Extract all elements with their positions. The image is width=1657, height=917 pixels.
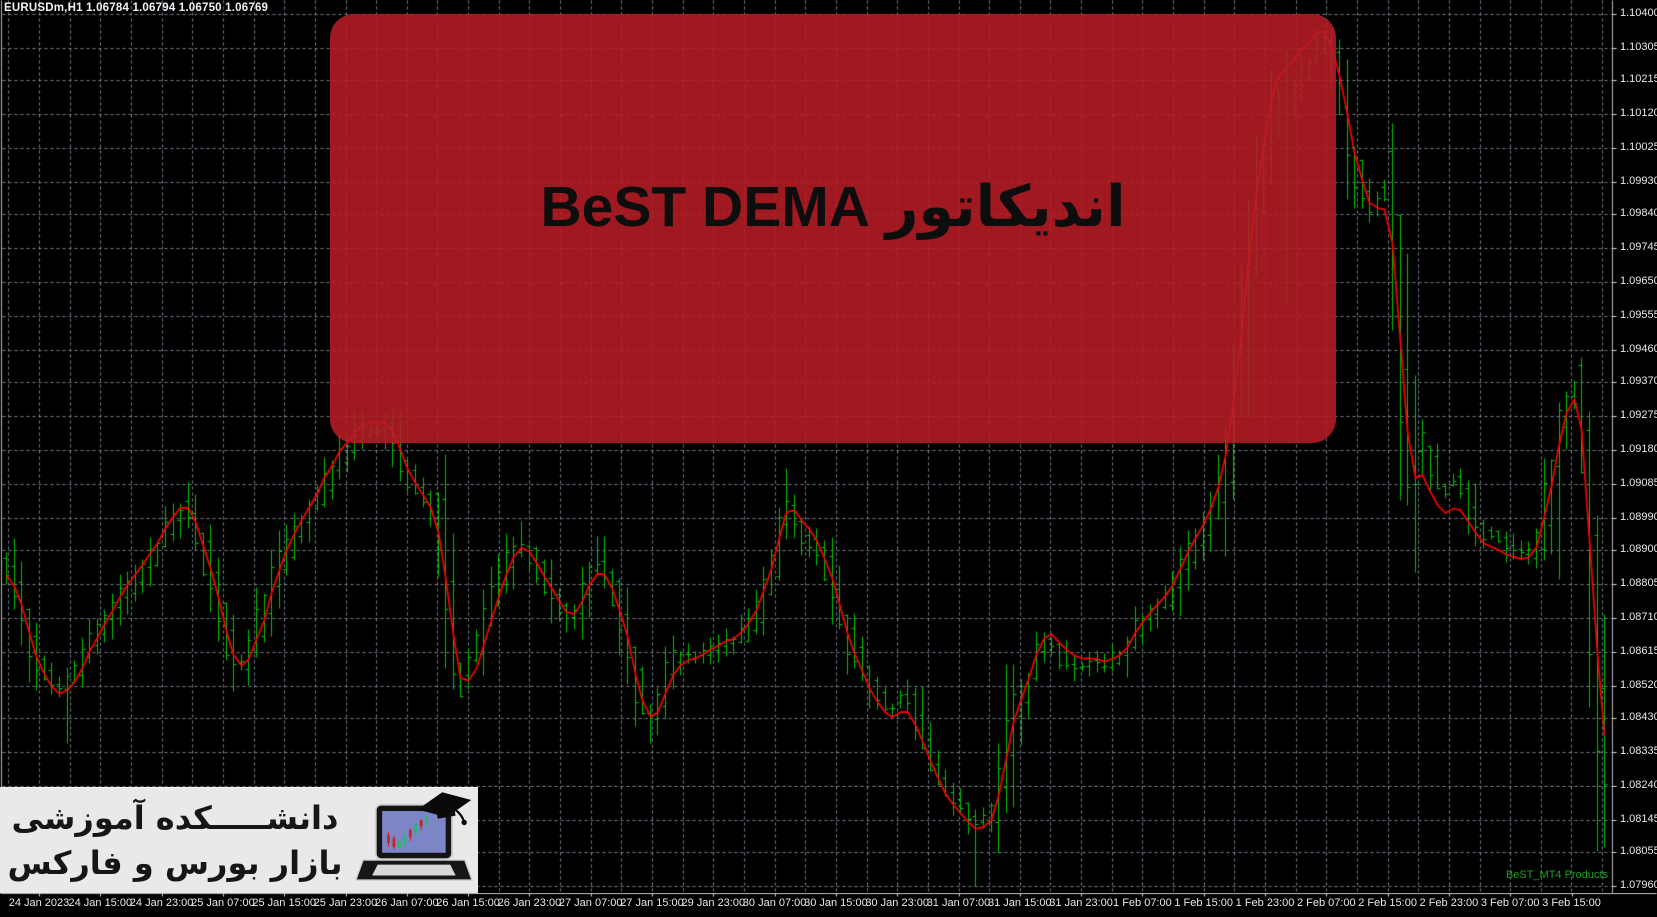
time-axis-label: 24 Jan 2023 — [8, 897, 70, 909]
price-axis-label: 1.08710 — [1620, 610, 1657, 623]
watermark-text: دانشـــــکده آموزشی بازار بورس و فارکس — [0, 796, 350, 884]
time-axis-label: 26 Jan 23:00 — [497, 897, 562, 909]
time-axis-label: 3 Feb 07:00 — [1480, 897, 1540, 909]
time-axis-label: 27 Jan 15:00 — [620, 897, 684, 909]
price-axis-label: 1.10120 — [1620, 107, 1657, 120]
watermark-line1: دانشـــــکده آموزشی — [11, 799, 339, 838]
price-axis-label: 1.08055 — [1620, 845, 1657, 858]
price-axis-label: 1.10215 — [1620, 73, 1657, 86]
laptop-screen — [382, 810, 446, 853]
price-axis-label: 1.09460 — [1620, 342, 1657, 355]
time-axis-label: 31 Jan 07:00 — [926, 897, 991, 909]
price-axis-label: 1.10305 — [1620, 40, 1657, 53]
time-axis-label: 25 Jan 15:00 — [252, 897, 316, 909]
products-watermark: BeST_MT4 Products — [1505, 869, 1608, 881]
time-axis-label: 30 Jan 07:00 — [742, 897, 807, 909]
price-axis-label: 1.08240 — [1620, 778, 1657, 791]
price-axis-label: 1.08990 — [1620, 510, 1657, 523]
price-axis-label: 1.08335 — [1620, 744, 1657, 757]
mini-candles — [387, 815, 428, 850]
price-axis-label: 1.08805 — [1620, 577, 1657, 590]
price-axis-label: 1.09930 — [1620, 174, 1657, 187]
time-axis-label: 1 Feb 07:00 — [1113, 897, 1172, 909]
price-axis-label: 1.09650 — [1620, 275, 1657, 288]
price-axis-label: 1.09085 — [1620, 476, 1657, 489]
time-axis-label: 3 Feb 15:00 — [1542, 897, 1601, 909]
watermark-logo: دانشـــــکده آموزشی بازار بورس و فارکس — [0, 787, 478, 893]
time-axis-label: 2 Feb 23:00 — [1419, 897, 1479, 909]
price-axis-label: 1.08430 — [1620, 711, 1657, 724]
time-axis-label: 31 Jan 15:00 — [987, 897, 1052, 909]
time-axis-label: 26 Jan 07:00 — [374, 897, 439, 909]
time-axis-label: 24 Jan 23:00 — [129, 897, 194, 909]
time-axis-label: 2 Feb 15:00 — [1358, 897, 1417, 909]
price-axis-label: 1.09275 — [1620, 409, 1657, 422]
watermark-line2: بازار بورس و فارکس — [7, 843, 343, 882]
price-axis-label: 1.09840 — [1620, 207, 1657, 220]
time-axis-label: 27 Jan 07:00 — [558, 897, 623, 909]
price-axis-label: 1.09745 — [1620, 241, 1657, 254]
chart-symbol-quote: EURUSDm,H1 1.06784 1.06794 1.06750 1.067… — [4, 2, 269, 14]
time-axis-label: 26 Jan 15:00 — [436, 897, 500, 909]
laptop-keyboard — [372, 864, 456, 875]
price-axis-label: 1.07960 — [1620, 879, 1657, 891]
time-axis-label: 30 Jan 15:00 — [804, 897, 868, 909]
time-axis-label: 25 Jan 23:00 — [313, 897, 378, 909]
price-axis-label: 1.08615 — [1620, 644, 1657, 657]
indicator-banner-title: اندیکاتور BeST DEMA — [540, 174, 1126, 239]
price-axis-label: 1.10400 — [1620, 7, 1657, 19]
time-axis-label: 2 Feb 07:00 — [1296, 897, 1356, 909]
price-axis-label: 1.08900 — [1620, 543, 1657, 556]
time-axis-label: 30 Jan 23:00 — [865, 897, 929, 909]
price-axis-label: 1.10025 — [1620, 141, 1657, 154]
price-axis-label: 1.09180 — [1620, 443, 1657, 455]
price-axis-label: 1.08520 — [1620, 678, 1657, 691]
price-axis-label: 1.09555 — [1620, 308, 1657, 321]
time-axis-label: 1 Feb 15:00 — [1174, 897, 1234, 909]
price-axis[interactable]: 1.10400 1.10305 1.10215 1.10120 1.10025 1.099… — [1613, 0, 1657, 893]
time-axis-label: 25 Jan 07:00 — [191, 897, 255, 909]
indicator-banner: اندیکاتور BeST DEMA — [330, 14, 1336, 443]
time-axis-label: 29 Jan 23:00 — [681, 897, 746, 909]
time-axis-label: 1 Feb 23:00 — [1235, 897, 1295, 909]
time-axis-label: 31 Jan 23:00 — [1049, 897, 1113, 909]
time-axis-label: 24 Jan 15:00 — [68, 897, 133, 909]
time-axis[interactable]: 24 Jan 2023 24 Jan 15:00 24 Jan 23:00 25 Ja… — [0, 893, 1657, 917]
laptop-chart-icon — [354, 791, 473, 881]
graduation-cap-icon — [417, 791, 472, 825]
price-axis-label: 1.09370 — [1620, 375, 1657, 388]
price-axis-label: 1.08145 — [1620, 812, 1657, 825]
